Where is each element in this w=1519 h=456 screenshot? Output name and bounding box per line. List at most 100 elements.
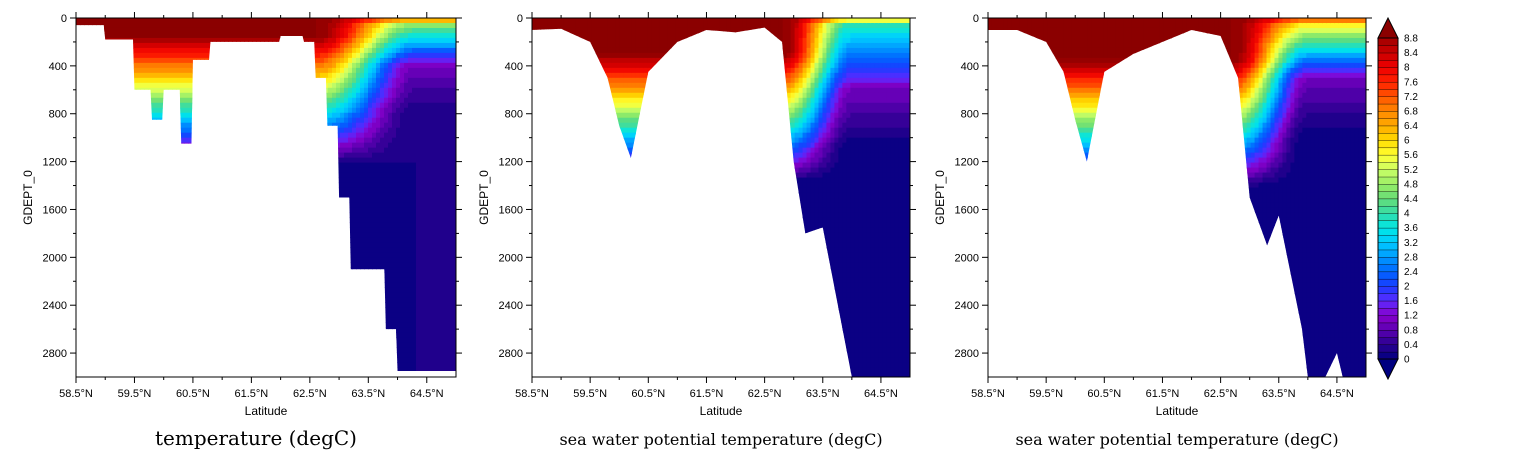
field-cell [240,292,245,298]
field-cell [112,357,117,363]
field-cell [108,277,113,283]
field-cell [192,227,197,234]
field-cell [168,162,173,169]
field-cell [236,217,241,224]
field-cell [340,327,345,333]
field-cell [216,262,221,268]
field-cell [336,217,341,224]
field-cell [152,257,157,263]
field-cell [180,267,185,273]
field-cell [220,22,225,29]
field-cell [300,337,305,343]
field-cell [308,187,313,194]
field-cell [300,247,305,253]
field-cell [148,42,153,49]
field-cell [188,367,193,372]
field-cell [260,37,265,44]
field-cell [108,267,113,273]
field-cell [236,87,241,94]
field-cell [152,362,157,368]
field-cell [316,157,321,164]
field-cell [128,147,133,154]
field-cell [216,257,221,263]
field-cell [208,62,213,69]
field-cell [260,247,265,253]
field-cell [168,27,173,34]
field-cell [352,52,357,59]
field-cell [324,182,329,189]
field-cell [108,32,113,39]
field-cell [288,47,293,54]
field-cell [220,202,225,209]
field-cell [324,172,329,179]
field-cell [276,132,281,139]
field-cell [156,27,161,34]
field-cell [324,47,329,54]
field-cell [196,282,201,288]
field-cell [228,52,233,59]
field-cell [256,292,261,298]
field-cell [212,37,217,44]
field-cell [324,352,329,358]
field-cell [76,217,81,224]
field-cell [228,347,233,353]
field-cell [168,332,173,338]
field-cell [96,227,101,234]
field-cell [248,207,253,214]
field-cell [156,82,161,89]
field-cell [88,137,93,144]
field-cell [256,282,261,288]
field-cell [256,232,261,238]
field-cell [92,332,97,338]
field-cell [236,317,241,323]
field-cell [276,352,281,358]
field-cell [232,67,237,74]
field-cell [244,177,249,184]
field-cell [316,287,321,293]
field-cell [260,272,265,278]
field-cell [300,52,305,59]
field-cell [272,18,277,24]
field-cell [240,27,245,34]
field-cell [96,222,101,229]
field-cell [244,257,249,263]
field-cell [196,207,201,214]
field-cell [84,272,89,278]
field-cell [260,62,265,69]
field-cell [300,147,305,154]
field-cell [344,132,349,139]
field-cell [144,137,149,144]
field-cell [292,267,297,273]
field-cell [132,317,137,323]
field-cell [288,247,293,253]
field-cell [168,22,173,29]
field-cell [280,302,285,308]
field-cell [88,257,93,263]
field-cell [320,177,325,184]
field-cell [156,337,161,343]
field-cell [120,337,125,343]
field-cell [332,342,337,348]
field-cell [104,297,109,303]
field-cell [348,367,353,372]
field-cell [184,197,189,204]
field-cell [160,107,165,114]
field-cell [244,262,249,268]
field-cell [144,82,149,89]
field-cell [212,342,217,348]
field-cell [116,347,121,353]
field-cell [312,157,317,164]
field-cell [340,42,345,49]
field-cell [264,152,269,159]
field-cell [160,262,165,268]
field-cell [88,62,93,69]
field-cell [292,152,297,159]
field-cell [320,287,325,293]
field-cell [88,122,93,129]
field-cell [284,157,289,164]
field-cell [252,152,257,159]
field-cell [252,107,257,114]
field-cell [148,97,153,104]
field-cell [252,312,257,318]
field-cell [88,207,93,214]
